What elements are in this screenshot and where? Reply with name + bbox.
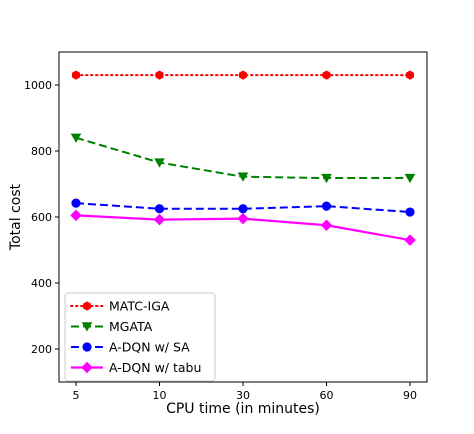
data-point [404,234,416,246]
legend-item: A-DQN w/ tabu [71,360,201,375]
legend-item: MGATA [71,319,153,334]
y-tick-label: 1000 [24,79,52,92]
series-3 [70,209,416,246]
data-point [321,201,332,211]
plot-frame [58,51,428,383]
axis-layer: 200 400 600 800 1000 5 10 30 60 90 [24,79,417,402]
legend-item: MATC-IGA [70,299,170,314]
y-tick-label: 400 [31,277,52,290]
x-axis-label: CPU time (in minutes) [166,401,320,417]
x-tick-label: 5 [73,389,80,402]
legend-label: MGATA [109,319,153,334]
legend-item: A-DQN w/ SA [71,340,190,355]
data-point [321,173,332,184]
y-tick-label: 200 [31,343,52,356]
data-point [322,70,331,80]
data-point [237,212,249,225]
y-axis-label: Total cost [8,183,24,251]
data-point [320,219,333,231]
legend-label: A-DQN w/ tabu [109,360,201,375]
data-point [238,204,248,214]
x-tick-label: 10 [153,389,167,402]
series-2 [71,198,415,217]
series-1 [70,133,416,184]
legend-marker-swatch [82,342,92,352]
data-point [153,213,166,226]
x-tick-label: 60 [320,389,334,402]
x-tick-label: 90 [403,389,417,402]
data-point [71,198,81,208]
data-point [239,70,247,80]
data-point [404,173,416,184]
data-point [70,133,82,143]
data-point [154,204,165,214]
data-point [405,207,415,217]
legend-label: A-DQN w/ SA [109,340,190,355]
series-layer [70,70,416,246]
data-point [406,70,414,80]
data-point [155,70,164,80]
legend-marker-swatch [81,361,93,374]
x-tick-label: 30 [236,389,250,402]
data-point [154,158,165,168]
series-0 [72,70,414,80]
data-point [70,209,82,222]
data-point [237,172,249,182]
y-tick-label: 800 [31,145,52,158]
data-point [72,70,80,80]
legend-box [64,292,216,382]
legend-marker-swatch [83,301,91,311]
legend-marker-swatch [81,322,93,332]
legend: MATC-IGA MGATA A-DQN w/ SA A-DQN w/ tabu [64,292,216,382]
y-tick-label: 600 [31,211,52,224]
series-line [75,202,411,214]
legend-label: MATC-IGA [109,299,170,314]
